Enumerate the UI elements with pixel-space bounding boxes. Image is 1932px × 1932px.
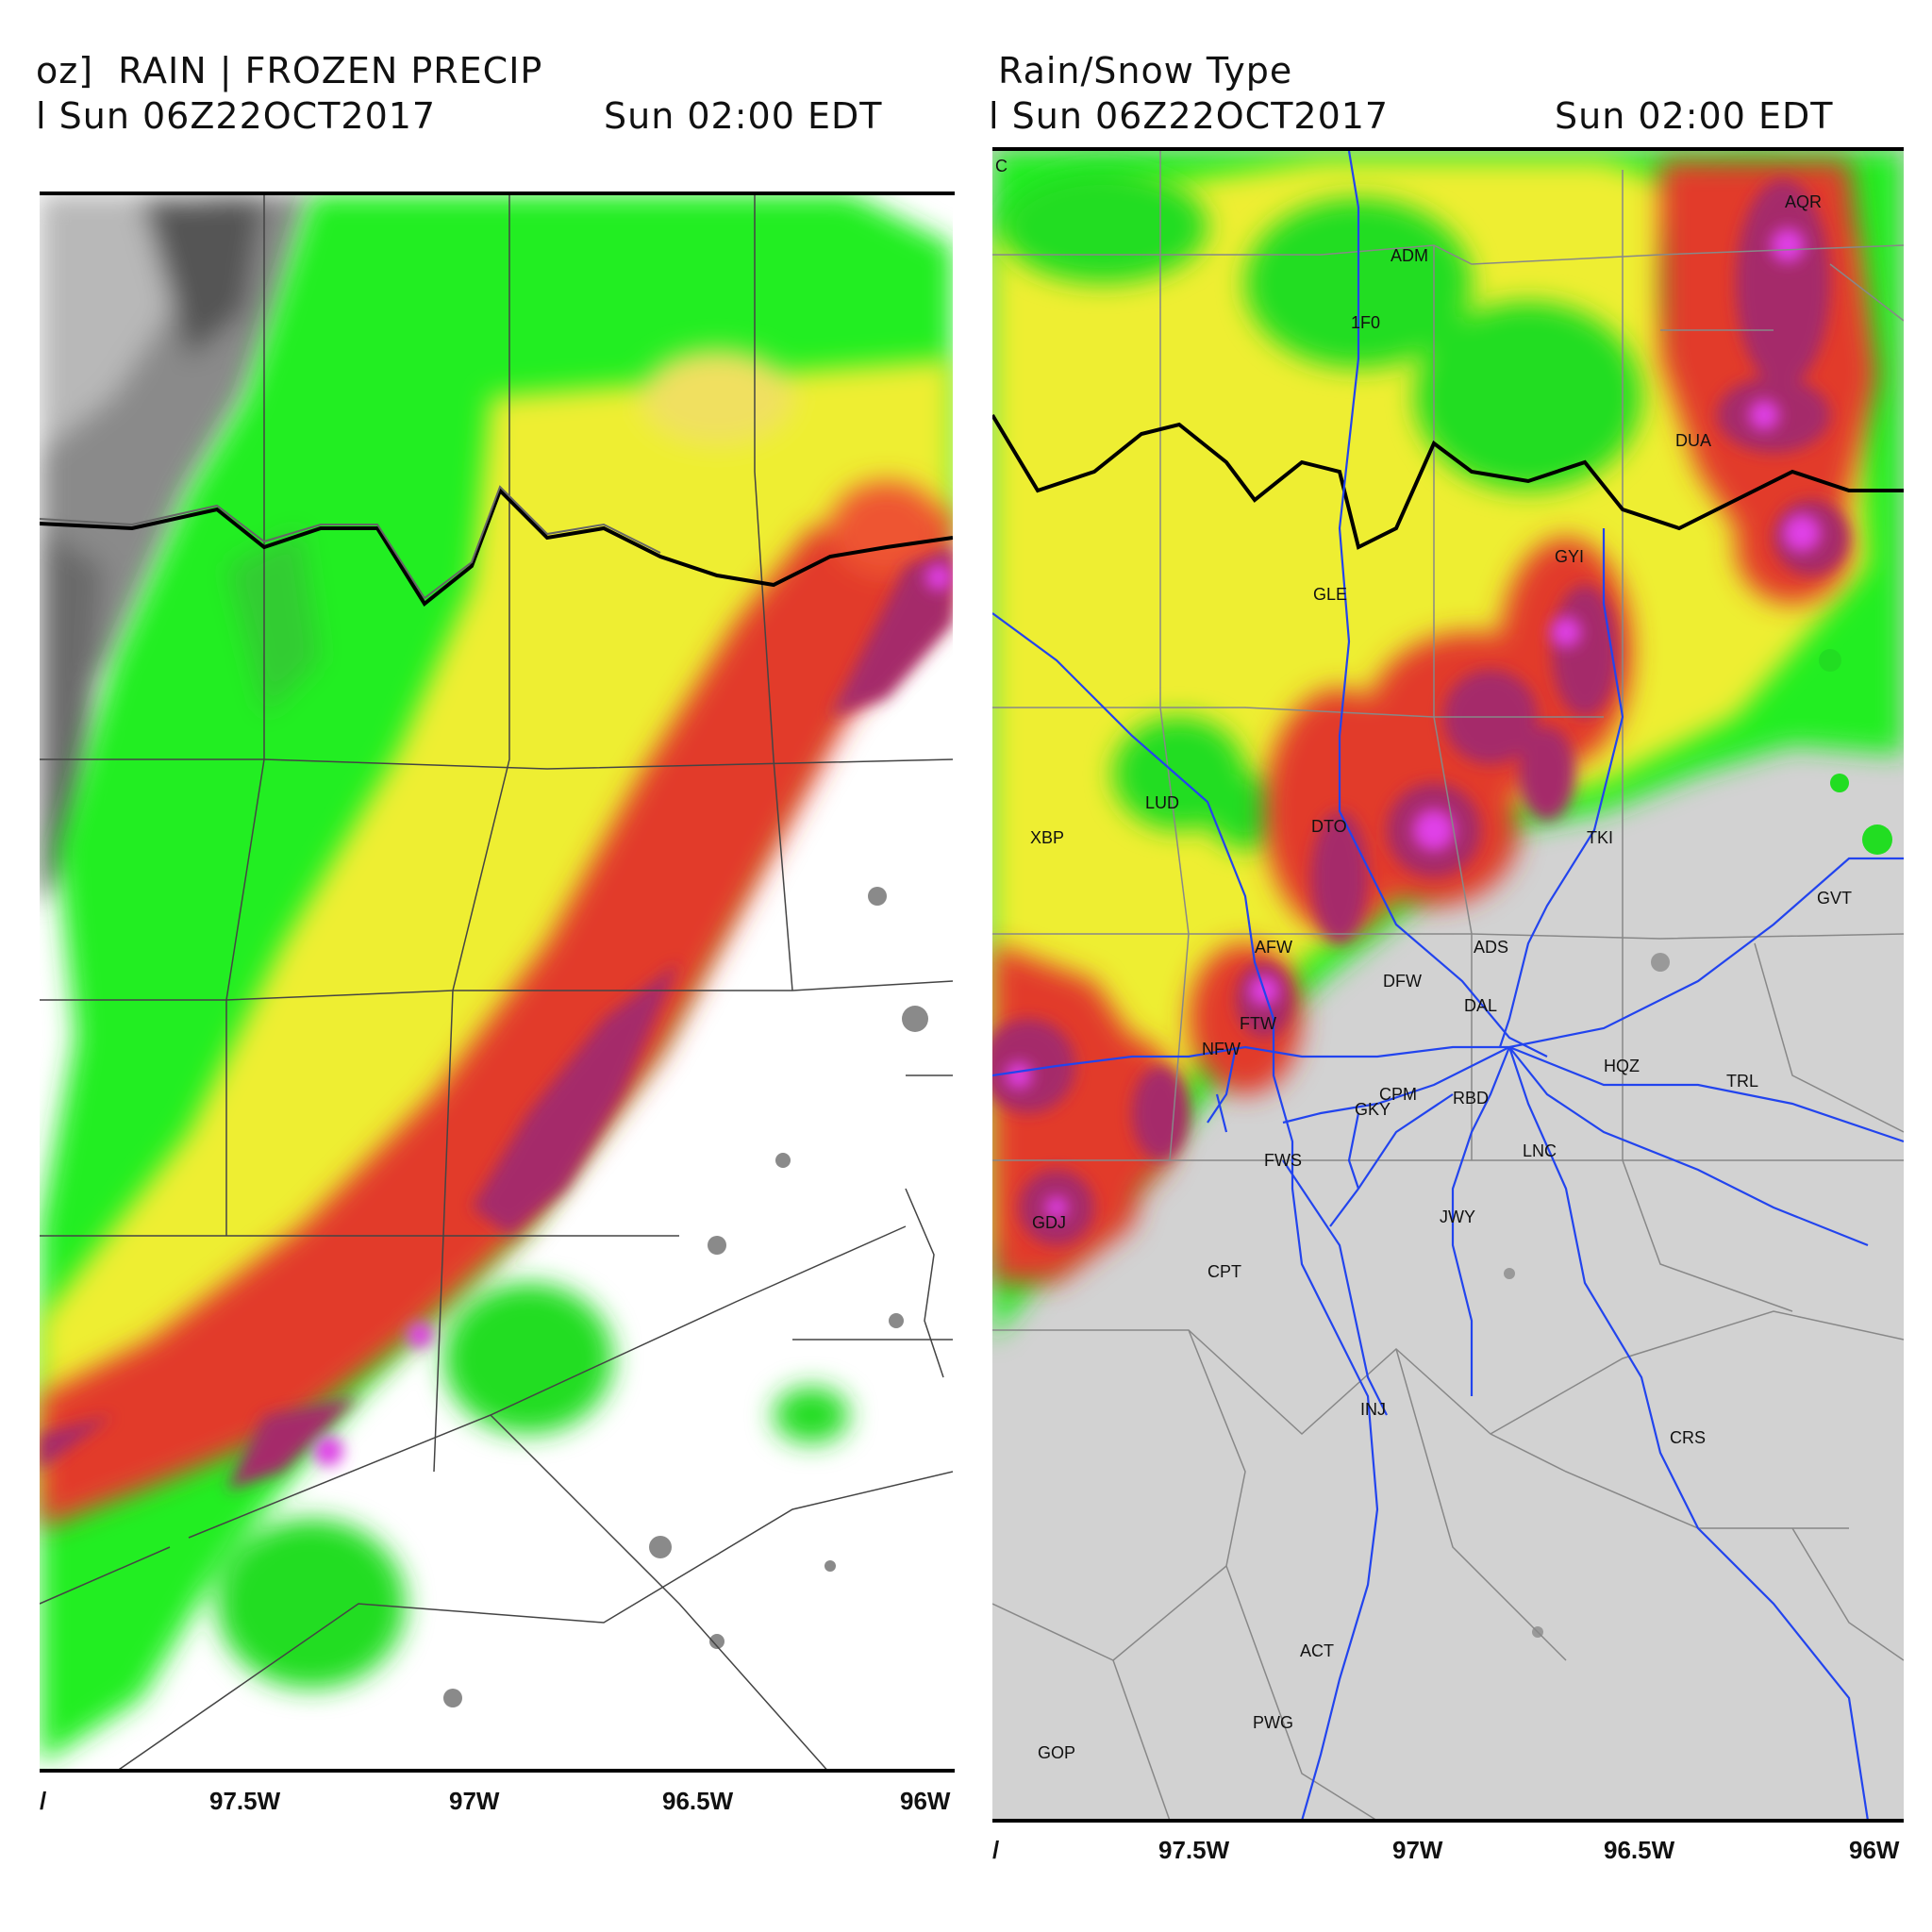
right-panel-title: Rain/Snow Type <box>998 50 1293 92</box>
station-label: INJ <box>1360 1400 1386 1419</box>
station-label: GKY <box>1355 1100 1391 1119</box>
station-label: TRL <box>1726 1072 1758 1091</box>
station-label: ADM <box>1391 246 1428 265</box>
right-isolated-echoes <box>1819 649 1892 855</box>
station-label: AQR <box>1785 192 1822 211</box>
left-x-tick: 96.5W <box>662 1787 734 1815</box>
station-label: FWS <box>1264 1151 1302 1170</box>
right-x-tick: 97.5W <box>1158 1836 1230 1864</box>
left-scattered-echoes <box>443 887 928 1707</box>
station-label: ACT <box>1300 1641 1334 1660</box>
left-x-tick: 96W <box>900 1787 951 1815</box>
station-label: LUD <box>1145 793 1179 812</box>
left-x-tick: / <box>40 1787 46 1815</box>
station-label: DUA <box>1675 431 1711 450</box>
right-x-tick: 96W <box>1849 1836 1900 1864</box>
left-panel-title: oz] RAIN | FROZEN PRECIP <box>36 50 543 92</box>
station-label: DAL <box>1464 996 1497 1015</box>
station-label: AFW <box>1255 938 1292 957</box>
station-label: JWY <box>1440 1208 1475 1226</box>
station-label: FTW <box>1240 1014 1276 1033</box>
left-state-border <box>40 487 953 607</box>
station-label: C <box>995 157 1008 175</box>
station-label: GVT <box>1817 889 1852 908</box>
right-map: C AQR ADM 1F0 DUA GYI GLE LUD XBP DTO TK… <box>992 149 1904 1821</box>
station-label: XBP <box>1030 828 1064 847</box>
left-county-lines <box>40 193 953 1771</box>
station-label: DFW <box>1383 972 1422 991</box>
left-river <box>40 485 661 600</box>
right-state-border <box>992 413 1904 550</box>
left-intense-rain <box>40 547 953 1491</box>
left-panel-init-time: l Sun 06Z22OCT2017 <box>36 95 437 137</box>
station-label: DTO <box>1311 817 1347 836</box>
station-label: LNC <box>1523 1141 1557 1160</box>
station-label: GDJ <box>1032 1213 1066 1232</box>
station-label: GYI <box>1555 547 1584 566</box>
right-x-tick: 97W <box>1392 1836 1443 1864</box>
station-label: HQZ <box>1604 1057 1640 1075</box>
station-label: NFW <box>1202 1040 1241 1058</box>
right-panel-valid-time: Sun 02:00 EDT <box>1555 95 1834 137</box>
right-x-tick: / <box>992 1836 999 1864</box>
station-label: ADS <box>1474 938 1508 957</box>
station-label: GOP <box>1038 1743 1075 1762</box>
station-label: PWG <box>1253 1713 1293 1732</box>
right-highways <box>992 150 1904 1821</box>
left-frozen-area <box>40 193 311 906</box>
left-x-tick: 97W <box>449 1787 500 1815</box>
right-panel-init-time: l Sun 06Z22OCT2017 <box>989 95 1390 137</box>
right-intense-rain <box>992 179 1849 1245</box>
station-label: CPM <box>1379 1085 1417 1104</box>
left-extreme-spots <box>313 564 952 1466</box>
left-x-tick: 97.5W <box>209 1787 281 1815</box>
station-label: CRS <box>1670 1428 1706 1447</box>
station-label: TKI <box>1587 828 1613 847</box>
station-label: 1F0 <box>1351 313 1380 332</box>
station-label: GLE <box>1313 585 1347 604</box>
right-gray-echoes <box>1504 953 1670 1638</box>
station-label: RBD <box>1453 1089 1489 1108</box>
right-x-tick: 96.5W <box>1604 1836 1675 1864</box>
left-map <box>40 193 953 1771</box>
left-panel-valid-time: Sun 02:00 EDT <box>604 95 883 137</box>
station-label: CPT <box>1208 1262 1241 1281</box>
right-extreme-spots <box>1006 228 1821 1219</box>
right-station-labels: C AQR ADM 1F0 DUA GYI GLE LUD XBP DTO TK… <box>995 157 1852 1762</box>
right-county-lines <box>992 151 1904 1821</box>
